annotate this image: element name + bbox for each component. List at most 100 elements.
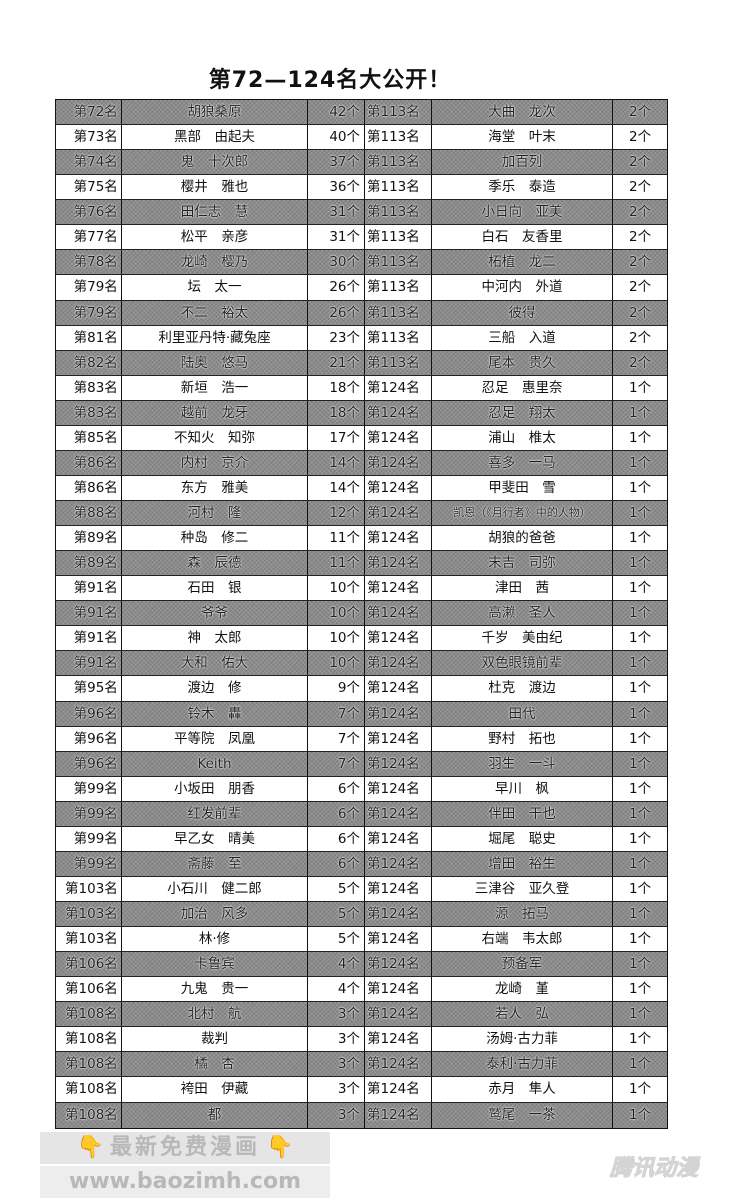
- table-row: 第99名 红发前辈 6个 第124名 伴田 干也 1个: [56, 801, 667, 827]
- rank-right-cell: 第124名: [365, 876, 432, 901]
- count-right-cell: 1个: [629, 630, 652, 647]
- name-right-cell: 右端 韦太郎: [432, 927, 614, 952]
- table-row: 第91名 爷爷 10个 第124名 高濑 圣人 1个: [56, 601, 667, 627]
- count-right-cell: 2个: [629, 104, 652, 120]
- count-right-cell: 1个: [629, 981, 652, 998]
- count-left-cell: 7个: [308, 751, 365, 776]
- table-row: 第91名 石田 银 10个 第124名 津田 茜 1个: [56, 576, 667, 602]
- name-right-cell: 柘植 龙二: [432, 250, 614, 275]
- table-row: 第89名森 辰德 11个 第124名 末吉 司弥 1个: [56, 551, 667, 577]
- count-left-cell: 12个: [308, 501, 365, 526]
- count-left-cell: 5个: [308, 876, 365, 901]
- name-right-cell: 忍足 翔太: [432, 400, 614, 425]
- count-left-cell: 7个: [308, 701, 365, 726]
- name-left-cell: 龙崎 樱乃: [122, 250, 309, 275]
- name-left-cell: 松平 亲彦: [122, 225, 309, 250]
- count-right-cell: 1个: [629, 805, 652, 822]
- name-left-cell: 早乙女 晴美: [122, 826, 309, 851]
- count-left-cell: 42个: [308, 100, 365, 125]
- name-left-cell: 森 辰德: [122, 551, 309, 576]
- count-left-cell: 10个: [308, 576, 365, 601]
- count-left-cell: 10个: [308, 651, 365, 676]
- name-left-cell: 加治 风多: [122, 902, 309, 927]
- count-right-cell: 1个: [629, 530, 652, 547]
- rank-left-cell: 第91名: [56, 626, 122, 651]
- rank-right-cell: 第124名: [365, 1077, 432, 1102]
- name-left-cell: 田仁志 慧: [122, 200, 309, 225]
- rank-left-cell: 第79名: [56, 300, 122, 325]
- rank-left-cell: 第103名: [56, 876, 122, 901]
- count-right-cell: 2个: [629, 329, 652, 346]
- count-left-cell: 3个: [308, 1077, 365, 1102]
- watermark-text: 最新免费漫画: [109, 1135, 260, 1160]
- rank-left-cell: 第99名: [56, 801, 122, 826]
- name-left-cell: 樱井 雅也: [122, 175, 309, 200]
- rank-left-cell: 第79名: [56, 275, 122, 300]
- rank-right-cell: 第124名: [365, 501, 432, 526]
- count-right-cell: 1个: [629, 906, 652, 922]
- count-left-cell: 23个: [308, 325, 365, 350]
- name-right-cell: 三津谷 亚久登: [432, 876, 614, 901]
- table-row: 第86名 内村 京介 14个 第124名 喜多 一马 1个: [56, 450, 667, 476]
- name-left-cell: 袴田 伊藏: [122, 1077, 309, 1102]
- count-right-cell: 1个: [629, 855, 652, 872]
- rank-left-cell: 第108名: [56, 1052, 122, 1077]
- count-left-cell: 18个: [308, 400, 365, 425]
- table-row: 第83名 新垣 浩一 18个 第124名 忍足 惠里奈 1个: [56, 375, 667, 401]
- table-row: 第76名 田仁志 慧 31个 第113名 小日向 亚美 2个: [56, 200, 667, 226]
- table-row: 第83名 越前 龙牙 18个 第124名 忍足 翔太 1个: [56, 400, 667, 426]
- rank-left-cell: 第106名: [56, 977, 122, 1002]
- rank-left-cell: 第96名: [56, 701, 122, 726]
- rank-right-cell: 第113名: [365, 100, 432, 125]
- name-right-cell: 甲斐田 雪: [432, 475, 614, 500]
- name-left-cell: 利里亚丹特·藏兔座: [122, 325, 309, 350]
- count-right-cell: 1个: [629, 680, 652, 697]
- count-right-cell: 2个: [629, 229, 652, 246]
- count-left-cell: 40个: [308, 125, 365, 150]
- rank-right-cell: 第124名: [365, 851, 432, 876]
- rank-right-cell: 第124名: [365, 751, 432, 776]
- rank-left-cell: 第108名: [56, 1077, 122, 1102]
- count-right-cell: 1个: [629, 580, 652, 597]
- rank-right-cell: 第124名: [365, 475, 432, 500]
- count-right-cell: 1个: [629, 479, 652, 496]
- name-right-cell: 胡狼的爸爸: [432, 526, 614, 551]
- name-right-cell: 田代: [432, 701, 614, 726]
- name-right-cell: 中河内 外道: [432, 275, 614, 300]
- tencent-comic-logo: 腾讯动漫: [609, 1156, 699, 1182]
- name-right-cell: 忍足 惠里奈: [432, 375, 614, 400]
- name-left-cell: Keith: [122, 751, 309, 776]
- name-right-cell: 野村 拓也: [432, 726, 614, 751]
- name-right-cell: 羽生 一斗: [432, 751, 614, 776]
- name-right-cell: 堀尾 聪史: [432, 826, 614, 851]
- count-left-cell: 7个: [308, 726, 365, 751]
- name-left-cell: 河村 隆: [122, 501, 309, 526]
- count-right-cell: 2个: [629, 304, 652, 321]
- count-left-cell: 3个: [308, 1052, 365, 1077]
- name-left-cell: 爷爷: [122, 601, 309, 626]
- count-left-cell: 31个: [308, 225, 365, 250]
- table-row: 第106名 卡鲁宾 4个 第124名 预备军 1个: [56, 952, 667, 978]
- name-right-cell: 小日向 亚美: [432, 200, 614, 225]
- rank-right-cell: 第124名: [365, 1052, 432, 1077]
- table-row: 第103名 加治 风多 5个 第124名源 拓马 1个: [56, 902, 667, 928]
- count-left-cell: 18个: [308, 375, 365, 400]
- name-right-cell: 增田 裕生: [432, 851, 614, 876]
- rank-right-cell: 第124名: [365, 902, 432, 927]
- name-left-cell: 黑部 由起夫: [122, 125, 309, 150]
- rank-left-cell: 第75名: [56, 175, 122, 200]
- count-left-cell: 6个: [308, 801, 365, 826]
- name-left-cell: 神 太郎: [122, 626, 309, 651]
- rank-right-cell: 第124名: [365, 676, 432, 701]
- rank-right-cell: 第124名: [365, 375, 432, 400]
- table-row: 第75名 樱井 雅也 36个 第113名 季乐 泰造 2个: [56, 175, 667, 201]
- count-right-cell: 1个: [629, 605, 652, 622]
- table-row: 第99名 早乙女 晴美 6个 第124名 堀尾 聪史 1个: [56, 826, 667, 852]
- name-left-cell: 九鬼 贵一: [122, 977, 309, 1002]
- count-right-cell: 2个: [629, 179, 652, 196]
- table-row: 第108名 北村 航 3个 第124名 若人 弘 1个: [56, 1002, 667, 1028]
- name-right-cell: 季乐 泰造: [432, 175, 614, 200]
- name-left-cell: 种岛 修二: [122, 526, 309, 551]
- rank-right-cell: 第113名: [365, 175, 432, 200]
- rank-right-cell: 第124名: [365, 927, 432, 952]
